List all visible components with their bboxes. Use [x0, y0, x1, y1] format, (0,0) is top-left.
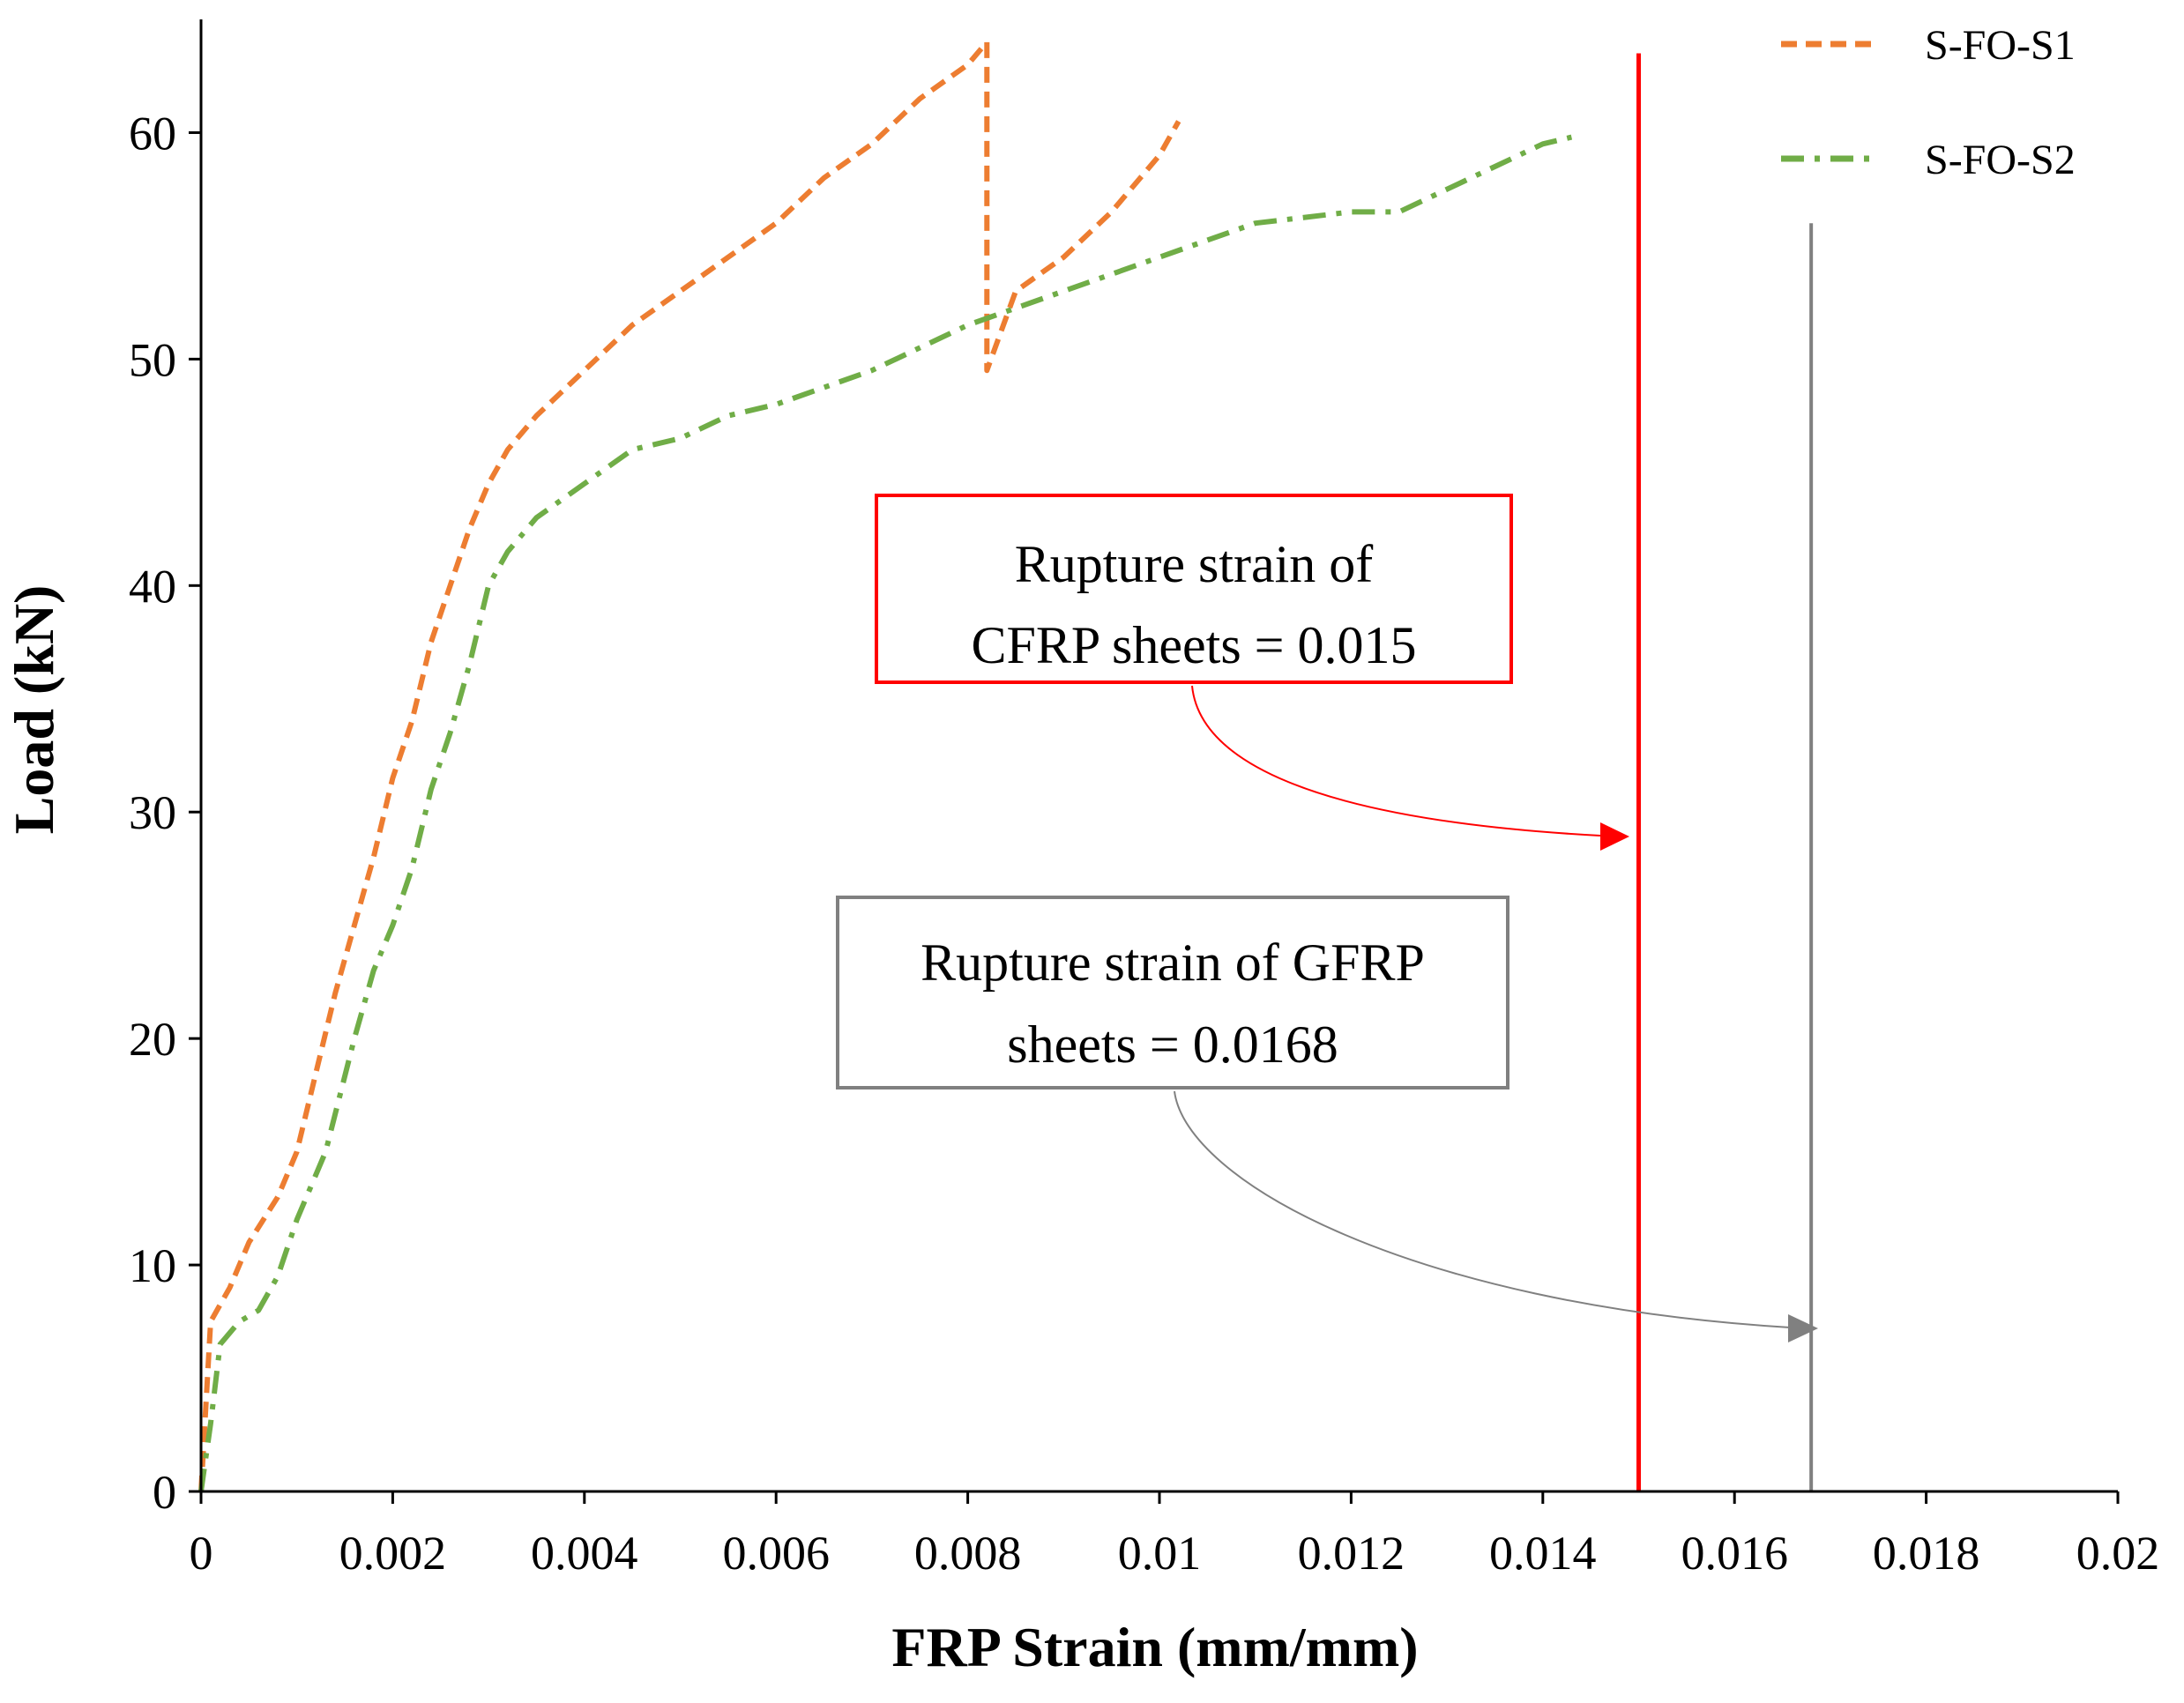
annotation-gfrp: Rupture strain of GFRP sheets = 0.0168 [836, 896, 1818, 1342]
axes [189, 19, 2120, 1504]
x-tick-label: 0.02 [2076, 1527, 2160, 1580]
annotation-gfrp-line2: sheets = 0.0168 [1007, 1015, 1338, 1074]
y-tick-label: 50 [129, 333, 176, 386]
x-tick-label: 0 [190, 1527, 213, 1580]
annotation-cfrp-arrowhead [1600, 822, 1629, 851]
legend-label-s-fo-s1: S-FO-S1 [1925, 22, 2076, 69]
series-line-s-fo-s1 [198, 39, 1181, 1492]
legend-label-s-fo-s2: S-FO-S2 [1925, 137, 2076, 183]
y-axis-title: Load (kN) [3, 585, 65, 835]
annotation-cfrp-box [875, 494, 1513, 684]
annotation-cfrp-line2: CFRP sheets = 0.015 [971, 616, 1416, 674]
x-axis-title: FRP Strain (mm/mm) [891, 1616, 1418, 1678]
reference-lines [1636, 53, 1814, 1491]
x-tick-label: 0.006 [722, 1527, 830, 1580]
annotation-gfrp-box [836, 896, 1509, 1089]
x-tick-label: 0.01 [1118, 1527, 1202, 1580]
x-tick-label: 0.002 [339, 1527, 447, 1580]
annotation-cfrp-line1: Rupture strain of [1015, 535, 1374, 593]
y-tick-label: 20 [129, 1013, 176, 1066]
annotation-gfrp-line1: Rupture strain of GFRP [921, 933, 1425, 992]
y-tick-label: 40 [129, 560, 176, 613]
annotation-gfrp-arrowhead [1788, 1314, 1818, 1342]
annotation-cfrp: Rupture strain of CFRP sheets = 0.015 [875, 494, 1629, 851]
y-tick-label: 10 [129, 1239, 176, 1292]
annotation-gfrp-connector [1174, 1090, 1791, 1328]
annotation-cfrp-connector [1191, 685, 1601, 837]
series-line-s-fo-s2 [198, 134, 1573, 1492]
y-tick-label: 0 [153, 1466, 176, 1519]
x-tick-label: 0.012 [1298, 1527, 1405, 1580]
tick-labels: 0 0.002 0.004 0.006 0.008 0.01 0.012 0.014 0.016… [129, 107, 2159, 1580]
x-tick-label: 0.008 [914, 1527, 1022, 1580]
legend: S-FO-S1 S-FO-S2 [1781, 22, 2076, 183]
x-tick-label: 0.004 [531, 1527, 638, 1580]
y-tick-label: 30 [129, 786, 176, 839]
x-tick-label: 0.018 [1873, 1527, 1980, 1580]
x-tick-label: 0.016 [1681, 1527, 1788, 1580]
x-tick-label: 0.014 [1489, 1527, 1597, 1580]
series-layer [198, 39, 1573, 1492]
y-tick-label: 60 [129, 107, 176, 160]
